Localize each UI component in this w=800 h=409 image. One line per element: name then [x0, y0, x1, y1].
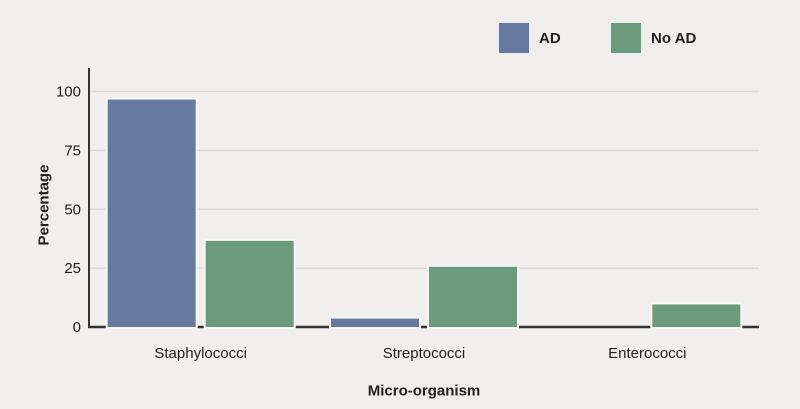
x-axis-title: Micro-organism: [367, 382, 481, 400]
y-tick-label-0: 0: [73, 319, 81, 336]
y-axis-title: Percentage: [35, 164, 53, 246]
legend-swatch-ad: [498, 22, 530, 54]
legend-item-ad: AD: [498, 22, 561, 54]
bar-streptococci-ad: [329, 316, 421, 329]
legend-label-ad: AD: [539, 29, 561, 47]
bar-streptococci-no-ad: [427, 264, 519, 329]
legend: AD No AD: [0, 0, 800, 60]
bar-staphylococci-ad: [105, 97, 198, 329]
legend-swatch-no-ad: [610, 22, 642, 54]
category-label-staphylococci: Staphylococci: [154, 345, 247, 362]
y-tick-label-50: 50: [64, 201, 81, 218]
bar-enterococci-no-ad: [650, 302, 743, 330]
category-label-streptococci: Streptococci: [383, 345, 466, 362]
legend-label-no-ad: No AD: [651, 29, 697, 47]
y-tick-label-100: 100: [56, 84, 81, 101]
y-tick-label-25: 25: [64, 260, 81, 277]
y-tick-label-75: 75: [64, 142, 81, 159]
category-label-enterococci: Enterococci: [608, 345, 686, 362]
legend-item-no-ad: No AD: [610, 22, 696, 54]
bar-staphylococci-no-ad: [203, 238, 296, 330]
